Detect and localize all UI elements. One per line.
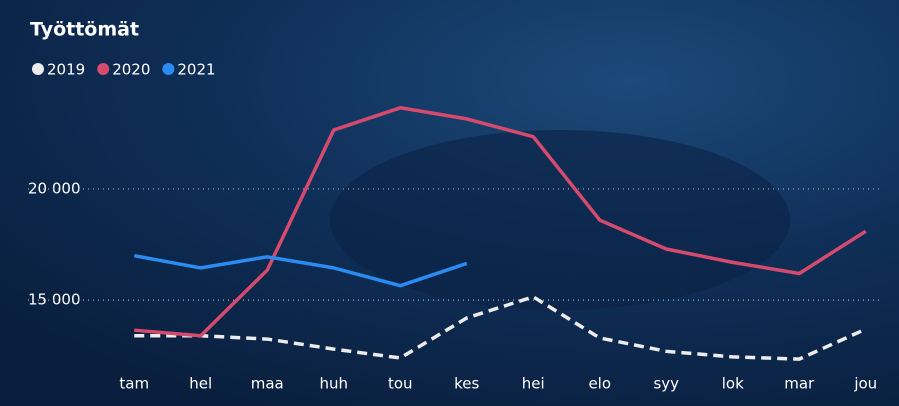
x-tick-label: hei bbox=[522, 375, 545, 393]
x-tick-label: kes bbox=[454, 375, 479, 393]
series-line bbox=[134, 295, 867, 361]
x-tick-label: huh bbox=[319, 375, 348, 393]
chart-title: Työttömät bbox=[30, 19, 139, 41]
x-tick-label: jou bbox=[853, 375, 877, 393]
x-tick-label: elo bbox=[588, 375, 611, 393]
series-line bbox=[134, 106, 867, 338]
legend-marker bbox=[32, 63, 44, 75]
legend-marker bbox=[97, 63, 110, 75]
legend: 2019 2020 2021 bbox=[32, 61, 216, 79]
background-shape bbox=[330, 130, 790, 310]
y-tick-label: 15 000 bbox=[28, 291, 81, 309]
y-tick-label: 20 000 bbox=[28, 179, 81, 197]
legend-marker bbox=[162, 63, 175, 75]
x-tick-label: syy bbox=[653, 375, 679, 393]
x-tick-label: lok bbox=[722, 375, 744, 393]
x-tick-label: mar bbox=[784, 375, 815, 393]
x-tick-label: maa bbox=[251, 375, 284, 393]
legend-label: 2021 bbox=[177, 61, 215, 79]
legend-label: 2020 bbox=[112, 61, 150, 79]
x-tick-label: tou bbox=[388, 375, 413, 393]
x-tick-label: tam bbox=[119, 375, 149, 393]
x-tick-label: hel bbox=[189, 375, 212, 393]
legend-label: 2019 bbox=[47, 61, 85, 79]
series-line bbox=[133, 253, 468, 288]
